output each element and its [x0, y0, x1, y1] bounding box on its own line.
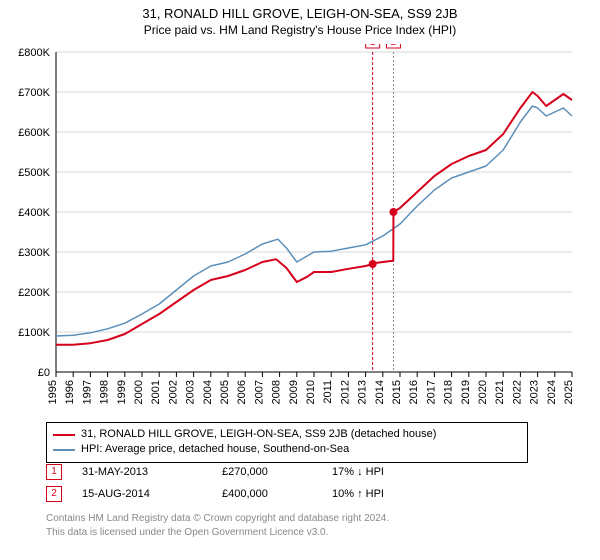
- marker-row-2: 2 15-AUG-2014 £400,000 10% ↑ HPI: [46, 486, 422, 502]
- line-chart-svg: £0 £100K £200K £300K £400K £500K £600K £700K £80…: [10, 44, 590, 414]
- svg-text:2002: 2002: [167, 380, 179, 404]
- chart-plot-area: £0 £100K £200K £300K £400K £500K £600K £700K £80…: [10, 44, 590, 414]
- marker-badge-2: 2: [46, 486, 62, 502]
- marker-1-price: £270,000: [222, 466, 312, 478]
- svg-text:£800K: £800K: [18, 47, 50, 59]
- svg-text:2005: 2005: [219, 380, 231, 404]
- svg-text:£600K: £600K: [18, 127, 50, 139]
- credits-line-1: Contains HM Land Registry data © Crown c…: [46, 512, 389, 526]
- chart-container: 31, RONALD HILL GROVE, LEIGH-ON-SEA, SS9…: [0, 0, 600, 560]
- svg-text:2025: 2025: [563, 380, 575, 404]
- svg-text:2013: 2013: [357, 380, 369, 404]
- svg-text:1998: 1998: [99, 380, 111, 404]
- svg-text:2017: 2017: [425, 380, 437, 404]
- svg-text:2016: 2016: [408, 380, 420, 404]
- svg-text:£700K: £700K: [18, 87, 50, 99]
- svg-text:1997: 1997: [81, 380, 93, 404]
- svg-text:2: 2: [391, 44, 397, 48]
- svg-text:2000: 2000: [133, 380, 145, 404]
- svg-text:£500K: £500K: [18, 167, 50, 179]
- legend-swatch-hpi: [53, 449, 75, 451]
- svg-text:1999: 1999: [116, 380, 128, 404]
- svg-text:2009: 2009: [288, 380, 300, 404]
- legend-label-price-paid: 31, RONALD HILL GROVE, LEIGH-ON-SEA, SS9…: [81, 427, 436, 442]
- svg-text:£200K: £200K: [18, 287, 50, 299]
- marker-1-delta: 17% ↓ HPI: [332, 466, 422, 478]
- svg-text:2001: 2001: [150, 380, 162, 404]
- marker-2-price: £400,000: [222, 488, 312, 500]
- legend-swatch-price-paid: [53, 434, 75, 436]
- legend-row-hpi: HPI: Average price, detached house, Sout…: [53, 442, 521, 457]
- chart-title-address: 31, RONALD HILL GROVE, LEIGH-ON-SEA, SS9…: [0, 0, 600, 21]
- svg-text:2015: 2015: [391, 380, 403, 404]
- chart-subtitle: Price paid vs. HM Land Registry's House …: [0, 21, 600, 37]
- marker-2-date: 15-AUG-2014: [82, 488, 202, 500]
- svg-text:2019: 2019: [460, 380, 472, 404]
- svg-text:1995: 1995: [47, 380, 59, 404]
- marker-2-delta: 10% ↑ HPI: [332, 488, 422, 500]
- svg-text:2003: 2003: [185, 380, 197, 404]
- marker-table: 1 31-MAY-2013 £270,000 17% ↓ HPI 2 15-AU…: [46, 464, 422, 508]
- svg-text:2021: 2021: [494, 380, 506, 404]
- svg-text:2018: 2018: [443, 380, 455, 404]
- svg-text:£400K: £400K: [18, 207, 50, 219]
- legend-row-price-paid: 31, RONALD HILL GROVE, LEIGH-ON-SEA, SS9…: [53, 427, 521, 442]
- legend-label-hpi: HPI: Average price, detached house, Sout…: [81, 442, 349, 457]
- svg-text:£300K: £300K: [18, 247, 50, 259]
- svg-text:2011: 2011: [322, 380, 334, 404]
- svg-text:£100K: £100K: [18, 327, 50, 339]
- svg-text:2024: 2024: [546, 380, 558, 404]
- svg-text:2014: 2014: [374, 380, 386, 404]
- svg-text:2020: 2020: [477, 380, 489, 404]
- credits: Contains HM Land Registry data © Crown c…: [46, 512, 389, 540]
- svg-text:2010: 2010: [305, 380, 317, 404]
- svg-text:£0: £0: [38, 367, 50, 379]
- svg-text:2006: 2006: [236, 380, 248, 404]
- legend: 31, RONALD HILL GROVE, LEIGH-ON-SEA, SS9…: [46, 422, 528, 463]
- svg-text:2004: 2004: [202, 380, 214, 404]
- marker-row-1: 1 31-MAY-2013 £270,000 17% ↓ HPI: [46, 464, 422, 480]
- svg-text:1996: 1996: [64, 380, 76, 404]
- svg-text:2023: 2023: [529, 380, 541, 404]
- svg-text:1: 1: [370, 44, 376, 48]
- marker-1-date: 31-MAY-2013: [82, 466, 202, 478]
- svg-text:2022: 2022: [511, 380, 523, 404]
- marker-badge-1: 1: [46, 464, 62, 480]
- credits-line-2: This data is licensed under the Open Gov…: [46, 526, 389, 540]
- svg-text:2007: 2007: [253, 380, 265, 404]
- svg-text:2008: 2008: [271, 380, 283, 404]
- svg-text:2012: 2012: [339, 380, 351, 404]
